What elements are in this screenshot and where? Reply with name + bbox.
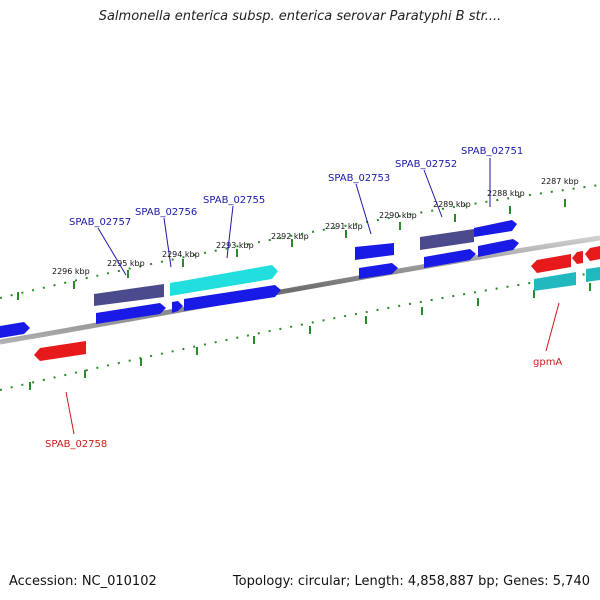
forward-strand-inner-row (0, 239, 519, 338)
tick-label: 2290 kbp (379, 211, 417, 220)
gene-label-forward[interactable]: SPAB_02753 (328, 173, 390, 184)
accession-text: Accession: NC_010102 (9, 574, 157, 589)
inner-tick-ring (0, 271, 600, 391)
tick-label: 2294 kbp (162, 250, 200, 259)
gene-feature[interactable] (586, 267, 600, 282)
gene-feature[interactable] (182, 265, 278, 294)
reverse-strand-row (34, 246, 600, 361)
gene-feature[interactable] (170, 281, 182, 296)
gene-label-reverse[interactable]: SPAB_02758 (45, 439, 107, 450)
gene-feature[interactable] (474, 220, 517, 237)
gene-label-forward[interactable]: SPAB_02756 (135, 207, 197, 218)
map-title: Salmonella enterica subsp. enterica sero… (98, 9, 502, 24)
gene-feature[interactable] (424, 249, 476, 268)
gene-feature[interactable] (572, 251, 583, 264)
gene-feature[interactable] (585, 246, 600, 261)
genome-summary-text: Topology: circular; Length: 4,858,887 bp… (232, 574, 590, 589)
forward-strand-outer-row (94, 220, 517, 306)
tick-label: 2292 kbp (271, 232, 309, 241)
major-ticks-inner (29, 283, 591, 390)
label-leaders (65, 158, 560, 435)
major-ticks-outer (17, 199, 566, 300)
tick-label: 2296 kbp (52, 267, 90, 276)
gene-feature[interactable] (172, 301, 183, 313)
gene-label-forward[interactable]: SPAB_02757 (69, 217, 131, 228)
gene-label-forward[interactable]: SPAB_02752 (395, 159, 457, 170)
gene-feature[interactable] (420, 229, 474, 250)
gene-feature[interactable] (534, 272, 576, 291)
gene-feature[interactable] (34, 341, 86, 361)
tick-label: 2287 kbp (541, 177, 579, 186)
gene-label-forward[interactable]: SPAB_02755 (203, 195, 265, 206)
tick-label: 2288 kbp (487, 189, 525, 198)
gene-label-reverse[interactable]: gpmA (533, 357, 562, 368)
gene-label-forward[interactable]: SPAB_02751 (461, 146, 523, 157)
gene-feature[interactable] (359, 263, 398, 279)
tick-label: 2291 kbp (325, 222, 363, 231)
gene-feature[interactable] (0, 322, 30, 338)
tick-label: 2295 kbp (107, 259, 145, 268)
tick-label: 2289 kbp (433, 200, 471, 209)
gene-feature[interactable] (96, 303, 166, 324)
gene-feature[interactable] (478, 239, 519, 257)
tick-label: 2293 kbp (216, 241, 254, 250)
gene-feature[interactable] (531, 254, 571, 273)
outer-tick-ring (0, 184, 600, 299)
gene-feature[interactable] (184, 285, 281, 311)
gene-feature[interactable] (355, 243, 394, 260)
genome-backbone (0, 235, 600, 345)
gene-feature[interactable] (94, 284, 164, 306)
